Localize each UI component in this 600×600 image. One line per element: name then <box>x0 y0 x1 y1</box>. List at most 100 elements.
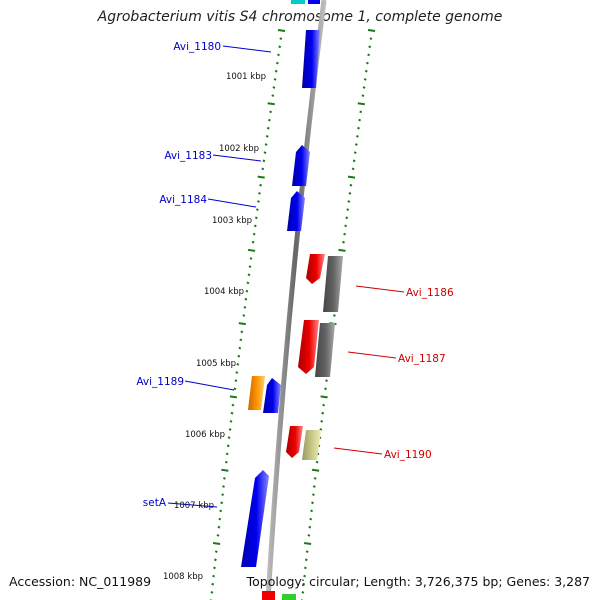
tick-mark <box>245 289 249 293</box>
tick-mark <box>231 403 235 407</box>
label-leaders-left <box>167 45 272 508</box>
tick-mark <box>358 118 362 122</box>
tick-mark <box>357 102 365 106</box>
gene-avi-1184[interactable] <box>287 191 305 231</box>
tick-mark <box>357 126 360 130</box>
tick-mark <box>307 534 311 537</box>
gene-label-avi-1186[interactable]: Avi_1186 <box>406 287 454 299</box>
tick-mark <box>363 78 367 81</box>
tick-mark <box>277 53 280 57</box>
tick-mark <box>263 151 267 154</box>
tick-mark <box>259 183 263 187</box>
tick-mark <box>221 493 225 496</box>
tick-mark <box>308 525 312 529</box>
gene-avi-1190-khaki[interactable] <box>302 430 321 460</box>
tick-mark <box>348 192 352 195</box>
tick-mark <box>303 574 307 578</box>
tick-mark <box>311 493 315 496</box>
tick-mark <box>269 110 273 114</box>
gene-label-avi-1183[interactable]: Avi_1183 <box>164 150 212 162</box>
tick-mark <box>303 566 307 570</box>
gene-seta[interactable] <box>241 470 269 567</box>
tick-mark <box>354 143 358 146</box>
tick-mark <box>322 403 326 407</box>
tick-mark <box>247 273 251 277</box>
ruler-label-1002: 1002 kbp <box>219 144 259 154</box>
gene-avi-1189-blue[interactable] <box>263 378 281 413</box>
gene-avi-1180[interactable] <box>302 30 320 88</box>
gene-label-avi-1187[interactable]: Avi_1187 <box>398 353 446 365</box>
tick-mark <box>216 534 220 537</box>
tick-mark <box>253 224 257 228</box>
gene-avi-1187-red[interactable] <box>298 320 319 374</box>
tick-mark <box>220 501 224 505</box>
tick-mark <box>222 477 226 480</box>
tick-mark <box>369 37 373 40</box>
tick-mark <box>230 411 234 415</box>
gene-label-avi-1189[interactable]: Avi_1189 <box>136 376 184 388</box>
gene-avi-1183[interactable] <box>292 145 310 186</box>
tick-mark <box>367 53 371 57</box>
gene-avi-1186-gray[interactable] <box>323 256 343 312</box>
top-partial-genes <box>291 0 320 4</box>
tick-mark <box>368 45 372 49</box>
tick-mark <box>265 135 269 138</box>
tick-mark <box>210 591 214 594</box>
tick-mark <box>248 265 252 268</box>
tick-mark <box>362 86 366 89</box>
tick-mark <box>221 468 229 472</box>
gene-avi-1187-gray[interactable] <box>315 323 335 377</box>
tick-mark <box>355 135 359 138</box>
tick-mark <box>275 61 279 65</box>
tick-mark <box>338 248 346 252</box>
label-leaders-right <box>333 285 405 455</box>
tick-mark <box>247 248 256 252</box>
tick-mark <box>262 159 266 163</box>
tick-mark <box>222 485 225 488</box>
tick-mark <box>217 525 221 529</box>
tick-mark <box>367 29 376 32</box>
tick-mark <box>353 151 357 154</box>
tick-mark <box>233 387 237 391</box>
tick-mark <box>238 322 246 326</box>
tick-mark <box>267 102 275 106</box>
ruler-label-1006: 1006 kbp <box>185 430 225 440</box>
gene-label-seta[interactable]: setA <box>143 497 167 509</box>
tick-mark <box>301 591 305 594</box>
gene-avi-1190-red[interactable] <box>286 426 303 458</box>
tick-mark <box>321 411 325 415</box>
tick-mark <box>273 78 277 81</box>
tick-mark <box>325 379 328 382</box>
tick-mark <box>211 582 215 586</box>
tick-mark <box>305 550 309 553</box>
tick-mark <box>303 542 312 545</box>
tick-mark <box>361 94 365 97</box>
gene-label-avi-1180[interactable]: Avi_1180 <box>173 41 221 53</box>
map-title: Agrobacterium vitis S4 chromosome 1, com… <box>97 9 503 25</box>
tick-mark <box>351 167 355 171</box>
tick-mark <box>212 574 216 578</box>
tick-mark <box>218 517 222 521</box>
tick-mark <box>252 232 256 236</box>
tick-mark <box>274 69 278 73</box>
gene-label-avi-1184[interactable]: Avi_1184 <box>159 194 207 206</box>
tick-mark <box>320 395 328 399</box>
gene-avi-1186-red[interactable] <box>306 254 325 284</box>
tick-mark <box>310 509 314 513</box>
topology-label: Topology: circular; Length: 3,726,375 bp… <box>246 574 590 589</box>
gene-label-avi-1190[interactable]: Avi_1190 <box>384 449 432 461</box>
tick-mark <box>246 281 250 285</box>
tick-mark <box>359 110 363 114</box>
tick-mark <box>228 428 232 431</box>
ruler-label-1005: 1005 kbp <box>196 359 236 369</box>
tick-mark <box>279 37 283 40</box>
tick-mark <box>254 216 258 220</box>
tick-mark <box>267 118 271 122</box>
tick-mark <box>311 501 314 505</box>
tick-mark <box>229 420 233 423</box>
tick-mark <box>352 159 356 163</box>
tick-mark <box>342 240 345 244</box>
gene-avi-1189-orange[interactable] <box>248 376 265 410</box>
tick-mark <box>309 517 313 521</box>
